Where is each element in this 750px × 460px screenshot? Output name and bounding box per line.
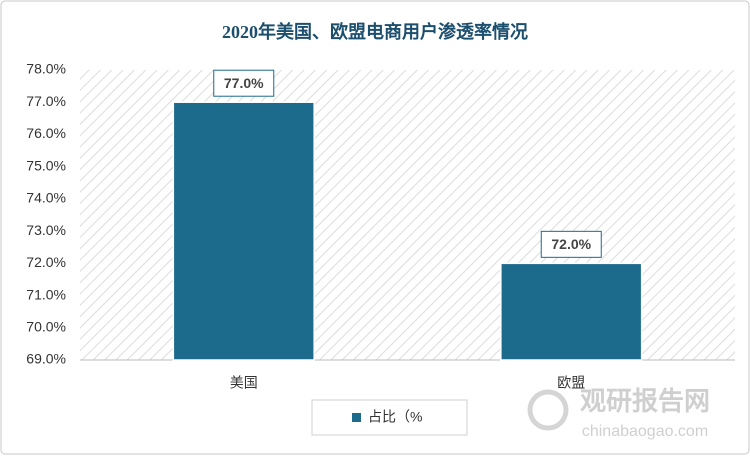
y-tick-label: 70.0% [26,318,66,334]
y-tick-label: 69.0% [26,351,66,367]
value-label: 72.0% [551,236,591,252]
y-tick-label: 77.0% [26,93,66,109]
y-tick-label: 71.0% [26,286,66,302]
watermark: 观研报告网 chinabaogao.com [527,386,710,440]
y-tick-label: 78.0% [26,61,66,77]
y-tick-label: 76.0% [26,125,66,141]
value-label-box [213,69,275,97]
x-tick-label: 欧盟 [557,375,585,391]
watermark-name: 观研报告网 [580,386,710,416]
x-tick-label: 美国 [230,375,258,391]
y-tick-label: 72.0% [26,254,66,270]
legend-label: 占比（% [368,409,422,425]
bar [172,101,315,361]
watermark-url: chinabaogao.com [582,423,708,440]
bar [500,262,643,361]
value-label: 77.0% [224,75,264,91]
y-tick-label: 73.0% [26,222,66,238]
legend-box [311,399,468,436]
watermark-icon [527,389,569,431]
y-tick-label: 75.0% [26,157,66,173]
value-label-box [540,230,602,258]
legend-swatch [352,413,361,422]
y-tick-label: 74.0% [26,190,66,206]
chart-title: 2020年美国、欧盟电商用户渗透率情况 [222,21,528,42]
